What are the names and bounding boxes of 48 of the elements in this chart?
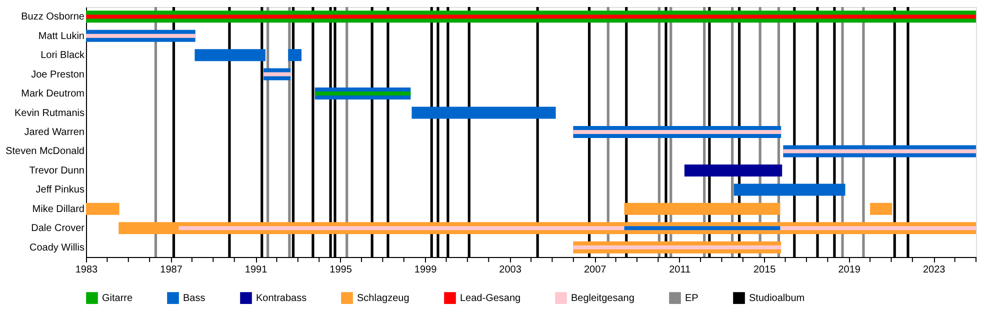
legend-label: Gitarre (102, 293, 133, 304)
bar (264, 72, 290, 76)
bar (624, 202, 780, 215)
bar (624, 226, 780, 230)
y-tick-label: Buzz Osborne (21, 12, 85, 23)
y-tick-label: Trevor Dunn (29, 165, 84, 176)
x-tick-label: 1995 (330, 264, 352, 276)
y-tick-label: Jeff Pinkus (36, 184, 84, 196)
bar (412, 106, 556, 119)
legend-label: Kontrabass (256, 293, 307, 304)
x-tick-label: 2003 (499, 264, 522, 276)
x-tick-label: 2015 (753, 264, 776, 276)
y-tick-label: Mark Deutrom (21, 88, 84, 100)
y-tick-label: Matt Lukin (38, 30, 84, 42)
x-tick-label: 1999 (414, 264, 438, 276)
bar (870, 202, 892, 215)
bar (684, 164, 782, 176)
y-tick-label: Jared Warren (24, 127, 84, 138)
y-tick-label: Kevin Rutmanis (14, 108, 84, 119)
x-tick-label: 2019 (838, 264, 861, 276)
bar (573, 245, 782, 250)
legend-label: Lead-Gesang (460, 293, 521, 304)
y-tick-label: Coady Willis (29, 242, 84, 254)
bar (288, 49, 302, 62)
y-tick-label: Mike Dillard (32, 204, 84, 215)
y-tick-label: Joe Preston (31, 69, 84, 80)
x-tick-label: 2007 (584, 264, 607, 276)
legend-label: EP (685, 293, 699, 304)
x-tick-label: 1991 (244, 264, 268, 276)
bar (734, 184, 846, 196)
x-tick-label: 2011 (669, 264, 692, 276)
y-tick-label: Lori Black (40, 50, 86, 62)
bar (86, 34, 196, 38)
bar (783, 149, 976, 154)
legend-label: Schlagzeug (357, 293, 410, 304)
x-tick-label: 1983 (75, 264, 98, 276)
y-tick-label: Steven McDonald (6, 146, 84, 158)
bar (573, 130, 782, 134)
legend-label: Bass (183, 293, 206, 304)
legend-label: Begleitgesang (571, 293, 634, 304)
bar (314, 92, 411, 96)
bar (194, 49, 266, 62)
legend-label: Studioalbum (749, 293, 805, 304)
x-tick-label: 2023 (922, 264, 946, 276)
bar (86, 14, 976, 19)
bar (86, 202, 120, 215)
y-tick-label: Dale Crover (31, 223, 86, 234)
x-tick-label: 1987 (160, 264, 183, 276)
